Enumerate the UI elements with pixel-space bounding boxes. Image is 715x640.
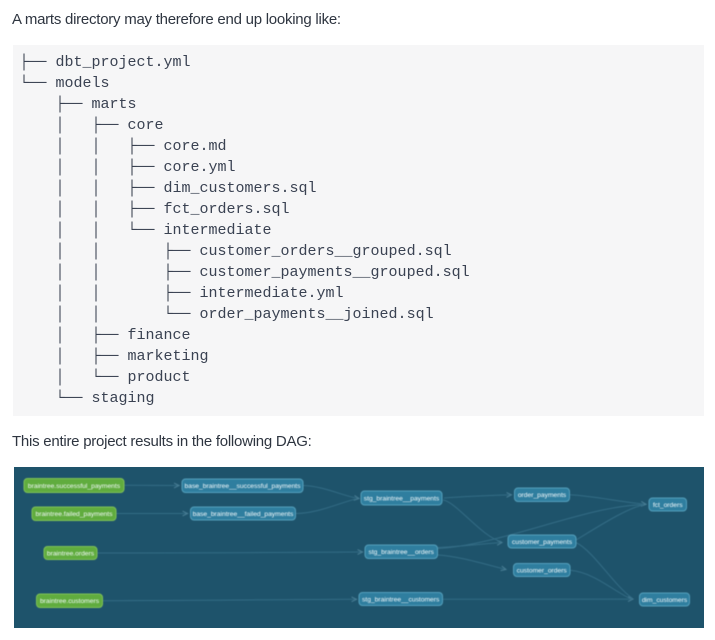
svg-text:stg_braintree__orders: stg_braintree__orders xyxy=(368,549,434,556)
svg-text:dim_customers: dim_customers xyxy=(642,597,688,604)
svg-text:customer_orders: customer_orders xyxy=(517,567,568,574)
svg-text:customer_payments: customer_payments xyxy=(512,539,573,546)
svg-text:stg_braintree__customers: stg_braintree__customers xyxy=(362,596,440,603)
svg-text:braintree.orders: braintree.orders xyxy=(47,550,95,557)
svg-text:base_braintree__failed_payment: base_braintree__failed_payments xyxy=(193,511,294,518)
svg-text:braintree.successful_payments: braintree.successful_payments xyxy=(28,483,121,490)
svg-text:stg_braintree__payments: stg_braintree__payments xyxy=(364,495,440,502)
svg-text:order_payments: order_payments xyxy=(518,492,567,499)
svg-text:braintree.failed_payments: braintree.failed_payments xyxy=(36,511,114,518)
svg-text:fct_orders: fct_orders xyxy=(653,502,683,509)
svg-text:base_braintree__successful_pay: base_braintree__successful_payments xyxy=(185,483,302,490)
svg-text:braintree.customers: braintree.customers xyxy=(40,598,100,605)
